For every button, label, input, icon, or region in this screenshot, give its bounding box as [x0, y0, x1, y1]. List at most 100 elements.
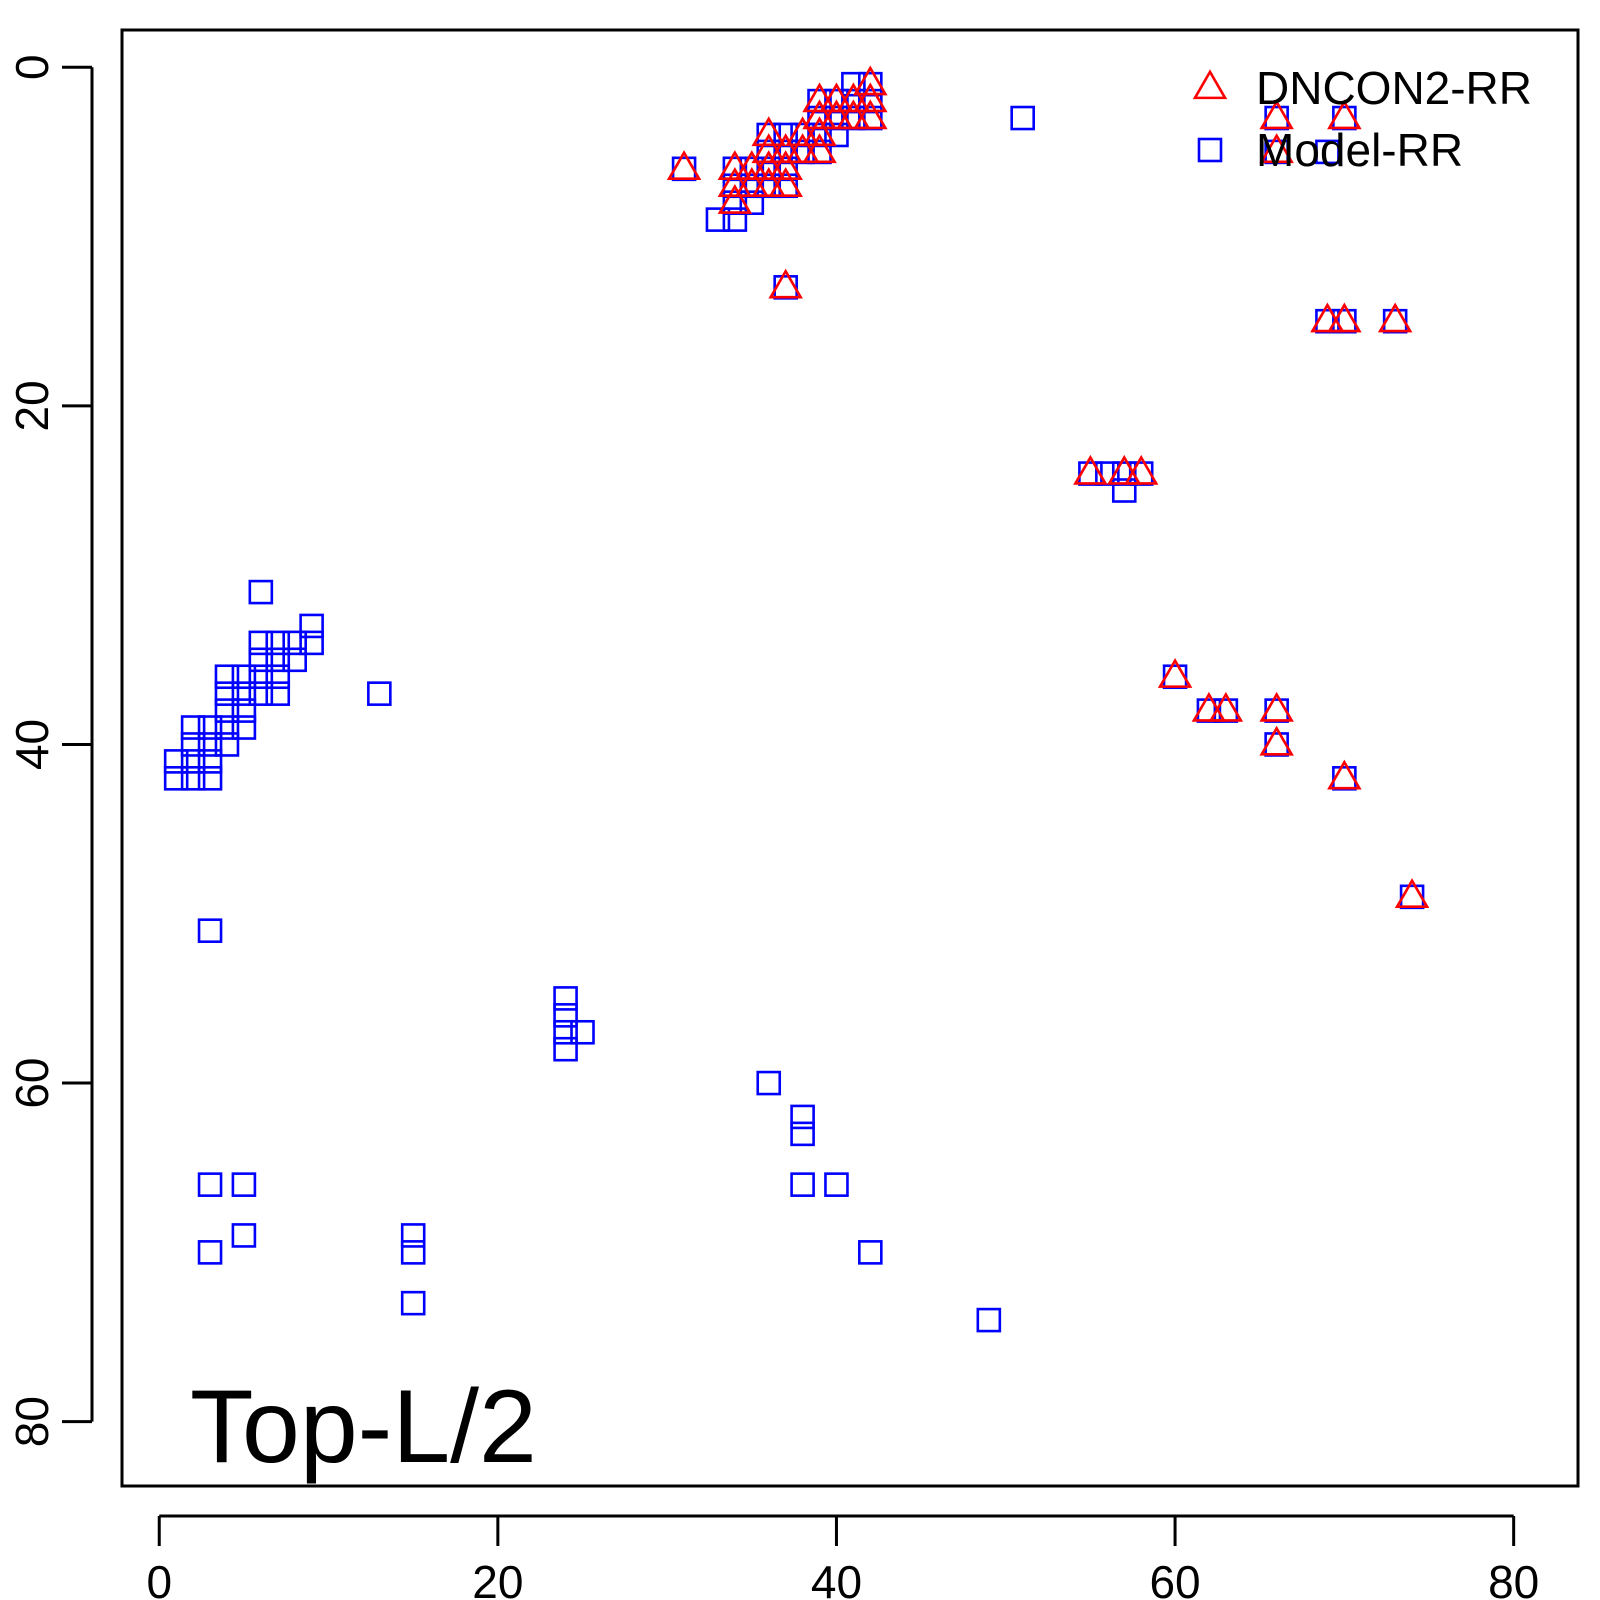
dncon2-rr-point	[1107, 454, 1142, 485]
model-rr-point	[231, 681, 257, 706]
legend: DNCON2-RR Model-RR	[1192, 62, 1532, 176]
dncon2-rr-point	[1377, 302, 1413, 333]
model-rr-point	[790, 1104, 815, 1130]
model-rr-point	[299, 613, 324, 639]
model-rr-points	[163, 71, 1425, 1333]
dncon2-rr-point	[1327, 99, 1362, 130]
dncon2-rr-point	[1259, 725, 1294, 756]
dncon2-rr-point	[1259, 133, 1294, 164]
dncon2-rr-point	[768, 133, 803, 164]
model-rr-point	[1111, 478, 1137, 503]
dncon2-rr-point	[1327, 759, 1362, 790]
model-rr-point	[214, 681, 240, 706]
model-rr-point	[1010, 105, 1035, 131]
model-rr-point	[790, 1172, 815, 1197]
dncon2-rr-point	[751, 116, 786, 147]
model-rr-point	[214, 664, 240, 690]
model-rr-point	[367, 681, 392, 706]
legend-model-rr-marker	[1197, 137, 1223, 163]
dncon2-rr-point	[785, 133, 820, 164]
model-rr-point	[163, 749, 189, 774]
model-rr-point	[553, 1036, 578, 1062]
model-rr-point	[214, 715, 240, 740]
dncon2-rr-point	[1157, 658, 1193, 688]
model-rr-point	[265, 647, 291, 673]
dncon2-rr-point	[802, 133, 837, 164]
model-rr-point	[180, 749, 206, 774]
axes: 0 20 40 60 80 0 20 40 60 80	[6, 54, 1539, 1600]
dncon2-rr-point	[1259, 691, 1294, 722]
dncon2-rr-point	[1073, 454, 1108, 485]
x-tick-label: 0	[146, 1556, 172, 1600]
model-rr-point	[400, 1240, 426, 1265]
model-rr-point	[231, 664, 257, 690]
x-tick-label: 60	[1149, 1556, 1200, 1600]
model-rr-point	[197, 715, 223, 740]
y-tick-label: 20	[6, 380, 58, 431]
dncon2-rr-point	[768, 167, 803, 197]
dncon2-rr-point	[768, 150, 803, 181]
model-rr-point	[231, 1172, 257, 1197]
model-rr-point	[553, 1019, 578, 1045]
model-rr-point	[180, 766, 206, 791]
dncon2-rr-points	[666, 65, 1430, 909]
dncon2-rr-point	[853, 99, 888, 130]
model-rr-point	[570, 1019, 595, 1045]
model-rr-point	[231, 1223, 257, 1248]
model-rr-point	[231, 698, 257, 723]
dncon2-rr-point	[768, 268, 803, 299]
dncon2-rr-point	[802, 82, 837, 113]
model-rr-point	[248, 647, 274, 673]
legend-dncon2-rr-marker	[1192, 69, 1228, 100]
dncon2-rr-point	[836, 82, 871, 113]
model-rr-point	[282, 630, 307, 656]
model-rr-point	[299, 630, 324, 656]
dncon2-rr-point	[1259, 99, 1294, 130]
model-rr-point	[248, 681, 274, 706]
dncon2-rr-point	[734, 167, 770, 197]
dncon2-rr-point	[802, 99, 837, 130]
model-rr-point	[248, 579, 274, 605]
dncon2-rr-point	[836, 99, 871, 130]
plot-frame	[120, 28, 1580, 1488]
model-rr-point	[180, 715, 206, 740]
dncon2-rr-point	[1394, 878, 1430, 909]
dncon2-rr-point	[717, 167, 753, 197]
model-rr-point	[231, 715, 257, 740]
dncon2-rr-point	[853, 65, 888, 96]
model-rr-point	[756, 1070, 782, 1096]
model-rr-point	[553, 986, 578, 1011]
model-rr-point	[400, 1290, 426, 1316]
dncon2-rr-point	[819, 99, 854, 130]
y-tick-label: 0	[6, 54, 58, 80]
model-rr-point	[197, 732, 223, 757]
model-rr-point	[197, 1240, 223, 1265]
y-tick-label: 80	[6, 1396, 58, 1447]
dncon2-rr-point	[751, 133, 786, 164]
model-rr-point	[163, 766, 189, 791]
model-rr-point	[197, 918, 223, 943]
dncon2-rr-point	[717, 183, 753, 214]
model-rr-point	[248, 630, 274, 656]
y-tick-label: 60	[6, 1057, 58, 1108]
dncon2-rr-point	[785, 116, 820, 147]
model-rr-point	[705, 207, 731, 232]
legend-dncon2-rr-label: DNCON2-RR	[1256, 62, 1532, 114]
model-rr-point	[553, 1003, 578, 1028]
model-rr-point	[197, 749, 223, 774]
dncon2-rr-point	[1310, 302, 1345, 333]
dncon2-rr-point	[1123, 454, 1159, 485]
model-rr-point	[824, 1172, 849, 1197]
legend-model-rr-label: Model-RR	[1256, 124, 1463, 176]
dncon2-rr-point	[1208, 691, 1244, 722]
model-rr-point	[248, 664, 274, 690]
model-rr-point	[265, 630, 291, 656]
model-rr-point	[1315, 139, 1340, 165]
model-rr-point	[858, 1240, 883, 1265]
model-rr-point	[197, 766, 223, 791]
x-tick-label: 20	[472, 1556, 523, 1600]
model-rr-point	[197, 1172, 223, 1197]
model-rr-point	[214, 698, 240, 723]
dncon2-rr-point	[853, 82, 888, 113]
